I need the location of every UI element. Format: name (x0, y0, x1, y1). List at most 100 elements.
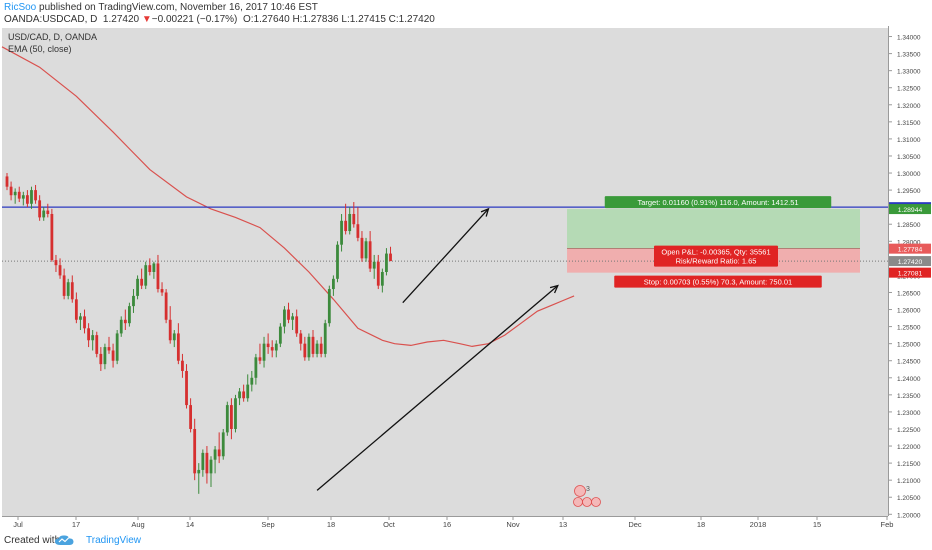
candle-body[interactable] (189, 405, 192, 429)
candle-body[interactable] (136, 278, 139, 296)
candle-body[interactable] (319, 343, 323, 354)
candle-body[interactable] (340, 220, 343, 245)
candle-body[interactable] (17, 191, 21, 199)
event-icon[interactable] (591, 497, 601, 507)
candle-body[interactable] (140, 278, 144, 286)
candle-body[interactable] (156, 263, 160, 290)
ema-line[interactable] (1, 46, 575, 348)
candle-body[interactable] (111, 350, 115, 361)
candle-body[interactable] (336, 244, 339, 279)
candle-body[interactable] (360, 237, 364, 259)
candle-body[interactable] (283, 309, 286, 327)
candle-body[interactable] (303, 343, 307, 358)
time-axis[interactable]: Jul 17 Aug 14 Sep 18 Oct 16 Nov 13 Dec 18 2018 15 Feb (13, 516, 893, 529)
candle-body[interactable] (26, 195, 29, 204)
candle-body[interactable] (291, 316, 294, 320)
candle-body[interactable] (21, 195, 25, 199)
candle-body[interactable] (385, 253, 388, 272)
candle-body[interactable] (152, 263, 156, 272)
candle-body[interactable] (13, 191, 17, 196)
target-label[interactable]: Target: 0.01160 (0.91%) 116.0, Amount: 1… (604, 196, 832, 209)
candle-body[interactable] (246, 384, 250, 399)
candle-body[interactable] (181, 360, 184, 371)
candle-body[interactable] (160, 289, 164, 293)
candle-body[interactable] (193, 428, 197, 474)
candle-body[interactable] (119, 319, 123, 334)
candle-body[interactable] (258, 357, 262, 361)
candle-body[interactable] (201, 452, 205, 470)
candle-body[interactable] (128, 306, 131, 324)
open-pl-label[interactable]: Open P&L: -0.00365, Qty: 35561Risk/Rewar… (654, 245, 778, 267)
candle-body[interactable] (315, 343, 319, 354)
candle-body[interactable] (209, 459, 213, 474)
candle-body[interactable] (144, 265, 148, 286)
trend-arrow-line[interactable] (316, 285, 559, 491)
candle-body[interactable] (197, 469, 201, 474)
candle-body[interactable] (99, 353, 103, 365)
events-marker[interactable]: 3 (573, 485, 601, 507)
candlestick-chart[interactable]: 1.34000 1.33500 1.33000 1.32500 1.32000 1.315… (0, 26, 932, 532)
candle-body[interactable] (62, 275, 66, 296)
candle-body[interactable] (234, 398, 237, 429)
ema-50-path[interactable] (1, 46, 575, 348)
candle-body[interactable] (50, 213, 54, 261)
candle-body[interactable] (270, 347, 274, 351)
candle-body[interactable] (79, 316, 82, 320)
candle-body[interactable] (148, 265, 152, 272)
candle-body[interactable] (30, 190, 33, 204)
candle-body[interactable] (205, 452, 209, 474)
candle-body[interactable] (352, 213, 356, 225)
candle-body[interactable] (58, 265, 62, 276)
candle-body[interactable] (348, 213, 352, 232)
trend-arrows[interactable] (316, 207, 559, 491)
candle-body[interactable] (221, 432, 225, 457)
candle-body[interactable] (332, 278, 335, 290)
candle-body[interactable] (164, 292, 168, 320)
stop-label[interactable]: Stop: 0.00703 (0.55%) 70.3, Amount: 750.… (614, 275, 822, 288)
candle-body[interactable] (83, 316, 86, 329)
candle-body[interactable] (389, 253, 392, 262)
candle-body[interactable] (238, 391, 241, 399)
candle-body[interactable] (217, 449, 221, 457)
candle-body[interactable] (225, 405, 229, 433)
candle-body[interactable] (176, 333, 180, 361)
candle-body[interactable] (299, 333, 303, 344)
candle-body[interactable] (380, 272, 384, 286)
candle-body[interactable] (307, 336, 311, 358)
candle-body[interactable] (254, 357, 258, 378)
candle-body[interactable] (34, 190, 37, 201)
candle-body[interactable] (42, 210, 46, 218)
candle-body[interactable] (70, 282, 74, 300)
candle-body[interactable] (107, 347, 111, 351)
event-icon[interactable] (573, 497, 583, 507)
candle-body[interactable] (213, 449, 217, 460)
candle-body[interactable] (372, 261, 376, 269)
event-icon[interactable] (582, 497, 592, 507)
candle-body[interactable] (95, 335, 99, 354)
candle-body[interactable] (262, 343, 266, 361)
candle-body[interactable] (38, 200, 42, 218)
candle-body[interactable] (123, 319, 127, 324)
event-flag-icon[interactable] (574, 485, 586, 497)
candle-body[interactable] (91, 335, 95, 341)
candle-body[interactable] (172, 333, 176, 341)
candle-body[interactable] (364, 241, 368, 259)
candle-body[interactable] (242, 391, 246, 399)
candle-body[interactable] (323, 323, 327, 354)
candle-body[interactable] (344, 220, 348, 232)
candle-body[interactable] (274, 343, 278, 351)
candle-body[interactable] (115, 333, 119, 361)
tradingview-link[interactable]: TradingView (86, 535, 142, 546)
candle-body[interactable] (250, 377, 254, 385)
candle-body[interactable] (185, 370, 188, 406)
candle-body[interactable] (168, 319, 172, 341)
candle-body[interactable] (266, 343, 270, 348)
candle-body[interactable] (5, 176, 9, 187)
candle-body[interactable] (376, 261, 380, 286)
candle-body[interactable] (74, 299, 78, 320)
candle-body[interactable] (66, 282, 70, 296)
author-link[interactable]: RicSoo (4, 2, 37, 13)
candle-body[interactable] (103, 347, 107, 365)
candle-body[interactable] (278, 326, 282, 344)
candle-body[interactable] (311, 336, 315, 354)
